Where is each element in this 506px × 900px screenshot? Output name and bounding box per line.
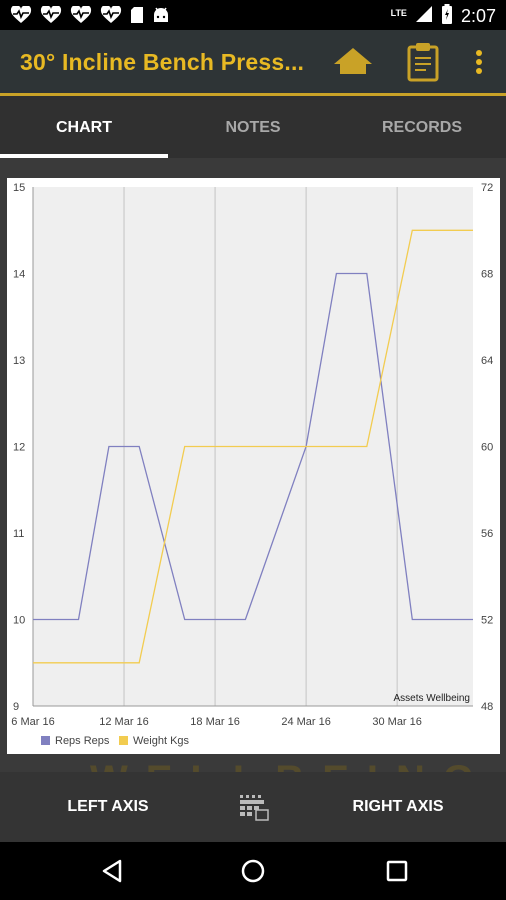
x-tick-label: 24 Mar 16 [281,716,331,728]
right-y-tick-label: 52 [481,615,493,627]
app-bar: 30° Incline Bench Press... [0,30,506,96]
back-button[interactable] [98,856,128,886]
network-type: LTE [390,7,407,18]
chart-watermark: Assets Wellbeing [393,693,470,704]
tab-records[interactable]: RECORDS [381,119,462,136]
left-y-tick-label: 9 [13,701,19,713]
legend-label-weight: Weight Kgs [133,735,190,747]
home-circle-icon [241,859,265,883]
heart-rate-icon [70,6,92,24]
right-y-tick-label: 64 [481,355,493,367]
active-tab-indicator [0,154,168,158]
right-y-tick-label: 72 [481,182,493,194]
calendar-icon [240,795,269,821]
status-time: 2:07 [460,6,496,26]
tab-chart[interactable]: CHART [56,119,112,136]
right-axis-button[interactable]: RIGHT AXIS [352,798,444,815]
progress-chart[interactable]: 6 Mar 16 12 Mar 16 18 Mar 16 24 Mar 16 30 Ma… [7,178,500,754]
navigation-bar [0,842,506,900]
recents-icon [386,860,408,882]
x-tick-label: 30 Mar 16 [372,716,422,728]
x-tick-label: 6 Mar 16 [11,716,54,728]
left-y-tick-label: 10 [13,615,25,627]
heart-rate-icon [100,6,122,24]
right-y-tick-label: 60 [481,442,493,454]
home-button[interactable] [332,44,374,80]
bottom-action-bar: LEFT AXIS RIGHT AXIS [0,772,506,842]
status-bar: LTE 2:07 [0,0,506,30]
right-y-tick-label: 56 [481,528,493,540]
right-y-tick-label: 68 [481,269,493,281]
legend-label-reps: Reps Reps [55,735,110,747]
left-y-tick-label: 14 [13,269,25,281]
left-y-tick-label: 11 [13,528,24,540]
left-y-tick-label: 13 [13,355,25,367]
recents-button[interactable] [382,856,412,886]
tab-bar: CHART NOTES RECORDS [0,96,506,158]
heart-rate-icon [40,6,62,24]
date-range-button[interactable] [236,772,272,842]
left-y-tick-label: 12 [13,442,25,454]
system-icons: LTE 2:07 [391,4,496,29]
clipboard-icon [407,43,439,82]
x-tick-label: 18 Mar 16 [190,716,240,728]
battery-icon [441,4,453,29]
home-nav-button[interactable] [238,856,268,886]
overflow-menu-button[interactable] [468,44,490,80]
legend-swatch-weight [119,736,128,745]
right-y-tick-label: 48 [481,701,493,713]
series-line [33,229,473,664]
chart-card: 6 Mar 16 12 Mar 16 18 Mar 16 24 Mar 16 30 Ma… [7,178,500,754]
tab-notes[interactable]: NOTES [225,119,281,136]
series-line [33,272,473,621]
signal-icon [415,5,433,28]
notification-icons [10,6,170,24]
android-icon [152,6,170,24]
sd-card-icon [130,6,144,24]
page-title: 30° Incline Bench Press... [20,49,305,75]
legend-swatch-reps [41,736,50,745]
left-y-tick-label: 15 [13,182,25,194]
heart-rate-icon [10,6,32,24]
x-tick-label: 12 Mar 16 [99,716,149,728]
left-axis-button[interactable]: LEFT AXIS [67,798,149,815]
notes-clipboard-button[interactable] [406,42,440,82]
more-vert-icon [476,50,482,74]
home-icon [334,48,372,74]
back-icon [102,859,122,883]
